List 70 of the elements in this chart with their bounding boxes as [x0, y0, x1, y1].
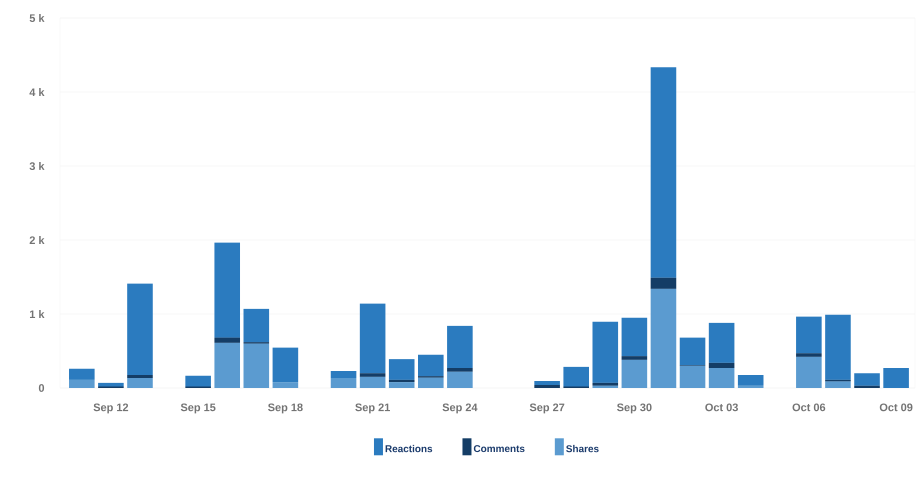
- bar: [708, 368, 734, 388]
- bar: [592, 382, 618, 386]
- bar: [796, 356, 822, 388]
- bar: [883, 368, 909, 388]
- x-tick-label: Sep 24: [442, 403, 478, 414]
- bar: [650, 288, 676, 388]
- bar: [330, 378, 356, 388]
- bar: [708, 362, 734, 368]
- bar: [69, 368, 95, 380]
- bar: [360, 304, 386, 374]
- y-tick-label: 2 k: [30, 236, 45, 244]
- bar: [214, 342, 240, 388]
- legend-label: Shares: [566, 444, 599, 452]
- bar: [825, 314, 851, 380]
- bar: [447, 372, 473, 388]
- bar: [447, 326, 473, 368]
- bar: [708, 322, 734, 363]
- bar: [418, 378, 444, 388]
- bar: [534, 380, 560, 386]
- y-tick-label: 3 k: [30, 162, 45, 170]
- bar: [447, 368, 473, 372]
- bar: [592, 322, 618, 383]
- legend-label: Comments: [474, 445, 525, 452]
- x-tick-label: Sep 12: [94, 403, 128, 414]
- bar: [388, 359, 415, 380]
- bar: [214, 242, 240, 338]
- bar: [563, 366, 589, 387]
- bar: [272, 382, 298, 388]
- bar: [272, 348, 298, 382]
- bar: [214, 338, 240, 343]
- bar: [244, 344, 270, 388]
- legend-label: Reactions: [386, 444, 432, 452]
- bar: [98, 382, 124, 387]
- bar: [388, 380, 415, 382]
- bar: [534, 385, 560, 388]
- x-tick-label: Sep 18: [268, 403, 303, 414]
- bar: [622, 360, 648, 388]
- bar: [622, 318, 648, 356]
- bar: [244, 308, 270, 342]
- bar: [680, 338, 706, 366]
- y-tick-label: 0: [38, 384, 44, 392]
- bar: [360, 376, 386, 388]
- bar: [127, 378, 153, 388]
- bar: [127, 284, 153, 376]
- bar: [650, 67, 676, 278]
- x-tick-label: Sep 27: [530, 403, 564, 414]
- x-tick-label: Oct 09: [880, 403, 912, 412]
- bar: [127, 375, 153, 378]
- bar: [680, 366, 706, 388]
- y-tick-label: 4 k: [29, 88, 45, 96]
- bar: [388, 382, 415, 388]
- x-tick-label: Oct 03: [705, 403, 738, 412]
- bar: [69, 380, 95, 388]
- bar: [854, 373, 880, 386]
- y-tick-label: 1 k: [30, 310, 45, 318]
- bar: [650, 278, 676, 289]
- bar: [738, 375, 764, 386]
- bar: [796, 353, 822, 357]
- y-tick-label: 5 k: [30, 14, 45, 22]
- x-tick-label: Oct 06: [792, 403, 826, 412]
- bar: [360, 373, 386, 377]
- x-tick-label: Sep 21: [355, 403, 390, 414]
- x-tick-label: Sep 15: [180, 403, 216, 414]
- bar: [796, 316, 822, 354]
- bar: [418, 354, 444, 376]
- x-tick-label: Sep 30: [617, 403, 652, 414]
- bar: [622, 356, 648, 360]
- bar: [330, 370, 356, 378]
- bar: [825, 381, 851, 388]
- bar: [185, 376, 211, 387]
